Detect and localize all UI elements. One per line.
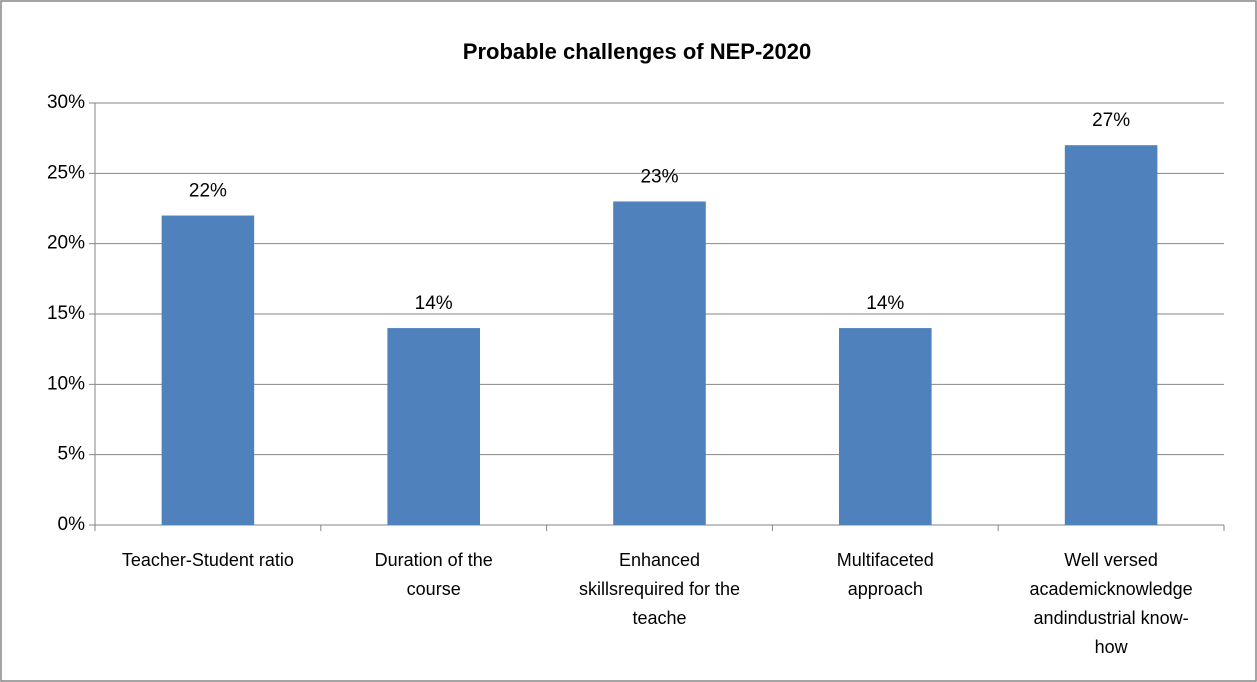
bar xyxy=(839,328,932,525)
x-tick-label: Enhanced skillsrequired for the teache xyxy=(578,550,741,628)
data-label: 23% xyxy=(640,166,678,187)
data-label: 14% xyxy=(866,293,904,314)
bar xyxy=(387,328,480,525)
y-tick-label: 30% xyxy=(47,92,85,113)
y-tick-label: 15% xyxy=(47,303,85,324)
x-tick-label: Duration of the course xyxy=(374,550,493,599)
x-tick-label: Teacher-Student ratio xyxy=(121,550,294,570)
chart-title: Probable challenges of NEP-2020 xyxy=(463,39,811,64)
data-label: 27% xyxy=(1092,110,1130,131)
y-tick-label: 25% xyxy=(47,162,85,183)
bar xyxy=(161,215,255,526)
bar xyxy=(613,201,706,525)
y-tick-label: 10% xyxy=(47,373,85,394)
data-label: 14% xyxy=(415,293,453,314)
x-tick-label: Well versed academicknowledge andindustr… xyxy=(1029,550,1193,657)
y-tick-label: 0% xyxy=(58,514,86,535)
x-tick-label: Multifaceted approach xyxy=(836,550,934,599)
y-tick-label: 5% xyxy=(58,444,86,465)
data-label: 22% xyxy=(189,181,227,202)
bar xyxy=(1064,145,1158,525)
y-tick-label: 20% xyxy=(47,233,85,254)
